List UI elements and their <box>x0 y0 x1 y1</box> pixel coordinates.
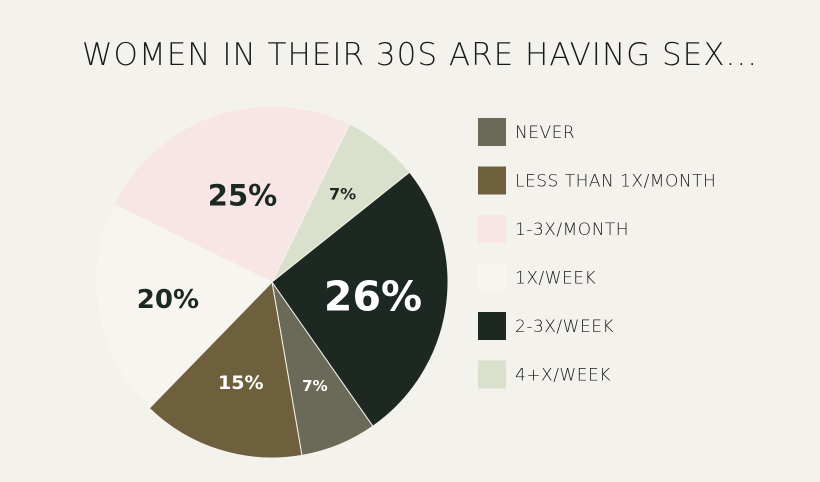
legend-label: 4+X/WEEK <box>515 366 611 386</box>
legend-swatch <box>478 118 506 146</box>
pie-slice-2-3x-week <box>271 171 449 427</box>
legend-label: 2-3X/WEEK <box>515 317 614 337</box>
legend-label: LESS THAN 1X/MONTH <box>515 172 716 192</box>
legend-swatch <box>478 360 506 389</box>
legend-item: 1X/WEEK <box>478 263 596 292</box>
chart-title: WOMEN IN THEIR 30S ARE HAVING SEX... <box>82 37 758 73</box>
legend: NEVER LESS THAN 1X/MONTH 1-3X/MONTH 1X/WEEK… <box>478 118 716 389</box>
data-label: 26% <box>324 273 422 321</box>
data-label: 7% <box>302 377 327 395</box>
data-label: 7% <box>329 185 356 204</box>
legend-item: 1-3X/MONTH <box>478 215 629 243</box>
pie-slice-1x-week <box>95 203 273 409</box>
legend-swatch <box>478 166 506 195</box>
legend-item: NEVER <box>478 118 575 146</box>
pie-slices <box>95 105 449 459</box>
legend-item: 2-3X/WEEK <box>478 312 614 340</box>
data-label: 15% <box>218 372 263 394</box>
legend-item: LESS THAN 1X/MONTH <box>478 166 716 195</box>
legend-swatch <box>478 312 506 340</box>
legend-swatch <box>478 263 506 292</box>
legend-swatch <box>478 215 506 243</box>
legend-label: 1X/WEEK <box>515 269 596 289</box>
legend-label: NEVER <box>515 123 575 143</box>
pie-slice-labels: 7% 15% 20% 25% 7% 26% <box>137 178 422 395</box>
pie-slice-1-3x-month <box>113 105 351 283</box>
pie-slice-less-than-1x-month <box>148 280 303 459</box>
data-label: 25% <box>208 178 277 212</box>
legend-label: 1-3X/MONTH <box>515 220 629 240</box>
data-label: 20% <box>137 285 199 315</box>
legend-item: 4+X/WEEK <box>478 360 611 389</box>
